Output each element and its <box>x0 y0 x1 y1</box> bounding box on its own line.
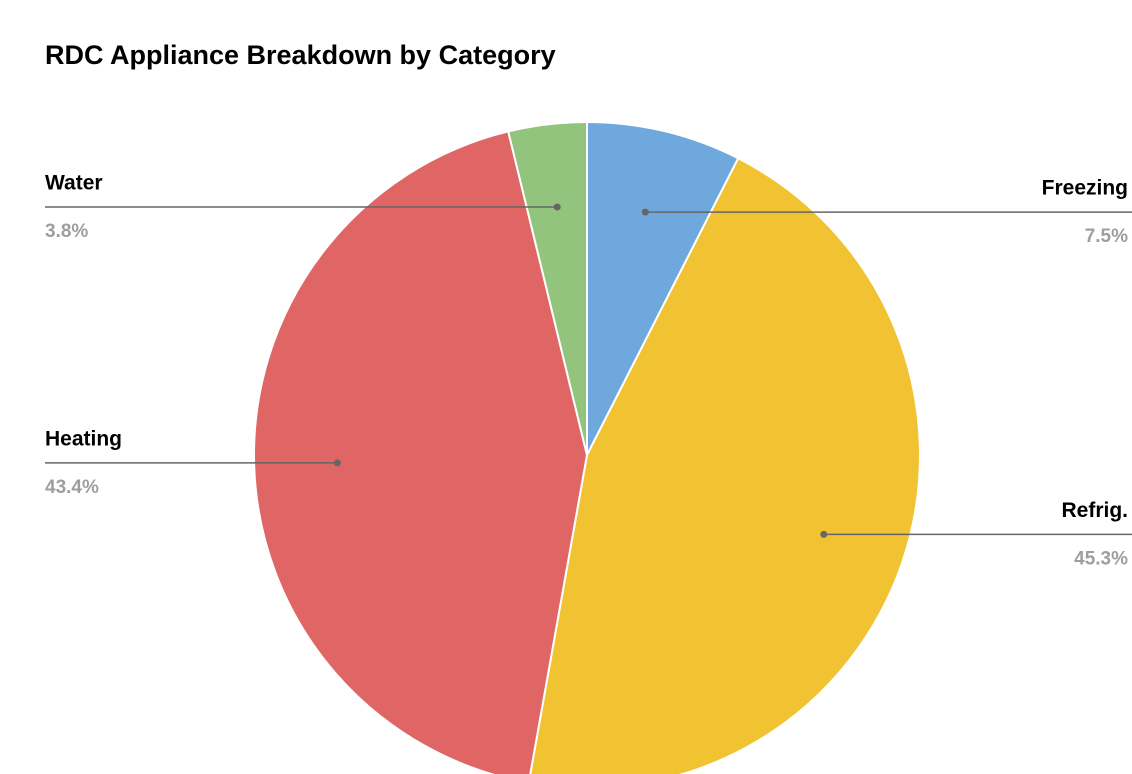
slice-label: Freezing <box>1042 177 1128 200</box>
leader-dot <box>820 530 828 538</box>
slice-label: Refrig. <box>1061 499 1128 522</box>
pie-slice <box>586 120 740 456</box>
pie-slice <box>253 130 589 774</box>
slice-value-label: 3.8% <box>45 221 88 242</box>
chart-title: RDC Appliance Breakdown by Category <box>45 40 556 70</box>
slice-label: Heating <box>45 427 122 450</box>
slice-value-label: 45.3% <box>1074 548 1128 569</box>
leader-dot <box>641 208 649 216</box>
pie-slice <box>507 120 588 456</box>
leader-dot <box>333 459 341 467</box>
slice-label: Water <box>45 172 103 195</box>
leader-dot <box>553 203 561 211</box>
slice-value-label: 43.4% <box>45 477 99 498</box>
slice-value-label: 7.5% <box>1085 226 1128 247</box>
pie-slice <box>529 156 921 774</box>
